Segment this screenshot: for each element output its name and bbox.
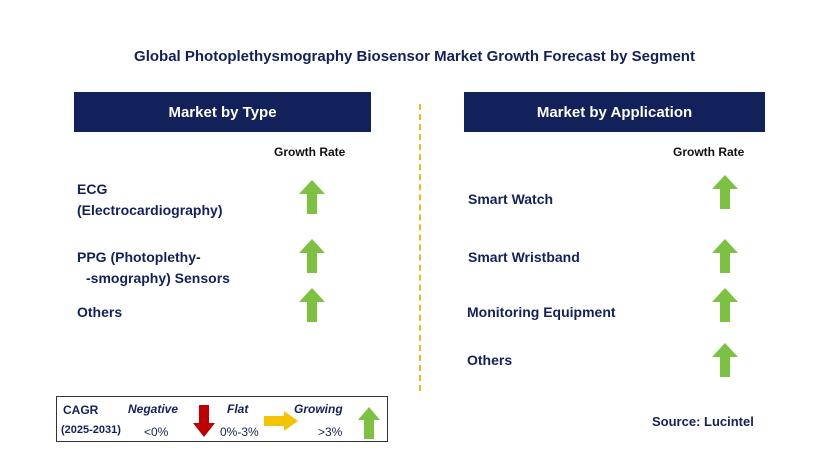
type-header: Market by Type xyxy=(74,92,371,132)
type-growth-rate-label: Growth Rate xyxy=(274,145,346,159)
application-item-smart-wristband: Smart Wristband xyxy=(468,249,580,265)
growing-arrow-icon xyxy=(299,288,325,322)
legend-cagr-label: CAGR xyxy=(63,403,99,417)
growing-arrow-icon xyxy=(299,239,325,273)
type-item-ppg: PPG (Photoplethy- -smography) Sensors xyxy=(77,247,230,289)
growing-arrow-icon xyxy=(712,239,738,273)
panel-divider xyxy=(419,104,421,391)
flat-arrow-icon xyxy=(264,411,298,431)
page-title: Global Photoplethysmography Biosensor Ma… xyxy=(134,48,695,65)
type-item-others: Others xyxy=(77,302,122,323)
application-header: Market by Application xyxy=(464,92,765,132)
growing-arrow-icon xyxy=(712,175,738,209)
type-item-others-line1: Others xyxy=(77,304,123,320)
type-item-ppg-line2: -smography) Sensors xyxy=(86,270,230,286)
application-item-monitoring-equipment: Monitoring Equipment xyxy=(467,304,616,320)
type-item-ecg-line2: (Electrocardiography) xyxy=(77,202,223,218)
type-item-ppg-line1: PPG (Photoplethy- xyxy=(77,249,201,265)
cagr-legend: CAGR (2025-2031) Negative <0% Flat 0%-3%… xyxy=(56,396,388,442)
negative-arrow-icon xyxy=(193,405,215,437)
growing-arrow-icon xyxy=(712,288,738,322)
source-label: Source: Lucintel xyxy=(652,414,754,429)
growing-arrow-icon xyxy=(712,343,738,377)
growing-arrow-icon xyxy=(299,180,325,214)
type-item-ecg-line1: ECG xyxy=(77,181,108,197)
application-growth-rate-label: Growth Rate xyxy=(673,145,745,159)
legend-flat-value: 0%-3% xyxy=(220,425,259,439)
type-item-ecg: ECG (Electrocardiography) xyxy=(77,179,222,221)
legend-negative-label: Negative xyxy=(128,402,179,416)
legend-period: (2025-2031) xyxy=(61,424,121,436)
legend-flat-label: Flat xyxy=(227,402,249,416)
legend-growing-value: >3% xyxy=(318,425,343,439)
legend-growing-label: Growing xyxy=(294,402,343,416)
application-item-smart-watch: Smart Watch xyxy=(468,191,554,207)
application-item-others: Others xyxy=(467,352,513,368)
legend-negative-value: <0% xyxy=(144,425,169,439)
growing-arrow-icon xyxy=(358,407,380,439)
